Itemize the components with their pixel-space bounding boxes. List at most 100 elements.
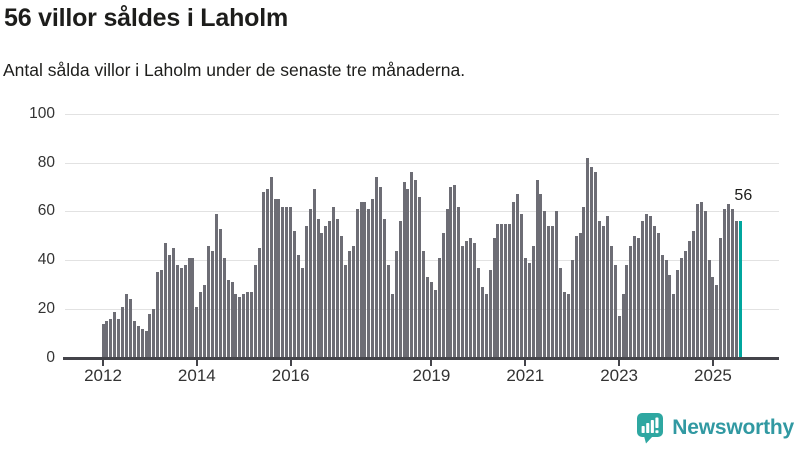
- bar: [691, 230, 695, 358]
- bar: [484, 294, 488, 358]
- bar: [723, 208, 727, 358]
- bar: [652, 226, 656, 358]
- bar: [109, 318, 113, 358]
- last-value-label: 56: [734, 187, 753, 205]
- bar: [535, 179, 539, 358]
- bar: [472, 243, 476, 358]
- bar: [187, 257, 191, 358]
- x-axis-line: [63, 357, 779, 360]
- page-title: 56 villor såldes i Laholm: [4, 4, 289, 32]
- bar: [555, 211, 559, 358]
- x-axis-tick: [430, 359, 433, 366]
- x-axis-tick: [289, 359, 292, 366]
- bar: [312, 189, 316, 358]
- bar: [641, 221, 645, 358]
- bar: [340, 235, 343, 358]
- y-axis-tick-label: 60: [37, 202, 55, 220]
- bar: [582, 206, 586, 358]
- bar: [461, 245, 465, 358]
- bar: [250, 292, 254, 358]
- bar: [363, 201, 367, 358]
- bar: [214, 213, 218, 358]
- newsworthy-logo[interactable]: Newsworthy: [636, 412, 794, 444]
- bar: [512, 201, 516, 358]
- bar: [480, 287, 484, 358]
- bar: [234, 294, 238, 358]
- bar: [676, 270, 680, 358]
- bar: [426, 277, 430, 358]
- newsworthy-logo-text: Newsworthy: [672, 416, 794, 439]
- bar: [113, 311, 117, 358]
- bar: [637, 238, 641, 358]
- bar: [531, 245, 535, 358]
- bar: [199, 292, 203, 358]
- bar: [457, 206, 461, 358]
- bar: [445, 208, 449, 358]
- bar: [179, 267, 183, 358]
- bar: [269, 177, 273, 358]
- bar: [261, 191, 265, 358]
- bar: [386, 265, 390, 358]
- y-axis-tick-label: 100: [29, 104, 55, 122]
- bar: [300, 267, 304, 358]
- gridline: [65, 211, 779, 213]
- bar: [515, 194, 519, 358]
- bar: [429, 282, 433, 358]
- bar: [422, 250, 426, 358]
- bar: [539, 194, 543, 358]
- bar: [441, 233, 445, 358]
- bar: [379, 186, 383, 358]
- bar: [281, 206, 285, 358]
- bar: [547, 226, 551, 358]
- bar: [664, 260, 668, 358]
- bar: [684, 250, 688, 358]
- bar: [488, 270, 492, 358]
- bar: [688, 240, 691, 358]
- bar: [543, 211, 547, 358]
- bar: [609, 245, 613, 358]
- x-axis-tick-label: 2016: [271, 366, 310, 385]
- highlighted-bar: [738, 221, 742, 358]
- bar: [648, 216, 652, 358]
- bar: [336, 218, 340, 358]
- gridline: [65, 162, 779, 164]
- x-axis-tick: [618, 359, 621, 366]
- x-axis-tick: [524, 359, 527, 366]
- bar: [183, 265, 187, 358]
- bar: [656, 233, 660, 358]
- bar: [574, 235, 578, 358]
- bar: [297, 255, 300, 358]
- bar: [453, 184, 457, 358]
- bar: [355, 208, 359, 358]
- y-axis-tick-label: 40: [37, 251, 55, 269]
- bar-chart-speech-bubble-icon: [637, 413, 664, 444]
- bar: [257, 248, 261, 358]
- bar: [527, 262, 531, 358]
- bar: [613, 265, 617, 358]
- bar: [171, 248, 175, 358]
- bar: [500, 223, 504, 358]
- bar: [551, 226, 555, 358]
- bar: [586, 157, 590, 358]
- y-axis-tick-label: 0: [46, 349, 55, 366]
- x-axis-tick-label: 2023: [600, 366, 639, 385]
- bar: [398, 221, 402, 358]
- bar: [152, 309, 156, 358]
- bar: [359, 201, 363, 358]
- bar: [504, 223, 508, 358]
- bar: [367, 208, 371, 358]
- gridline: [65, 309, 779, 311]
- bar: [410, 172, 414, 358]
- bar: [304, 226, 308, 358]
- bar: [492, 238, 496, 358]
- bar: [144, 331, 148, 358]
- bar: [594, 172, 598, 358]
- bar: [605, 216, 609, 358]
- x-axis-tick-label: 2019: [412, 366, 451, 385]
- bar: [136, 326, 140, 358]
- bar: [124, 294, 128, 358]
- bar: [394, 250, 398, 358]
- bar: [734, 221, 738, 358]
- bar: [160, 270, 164, 358]
